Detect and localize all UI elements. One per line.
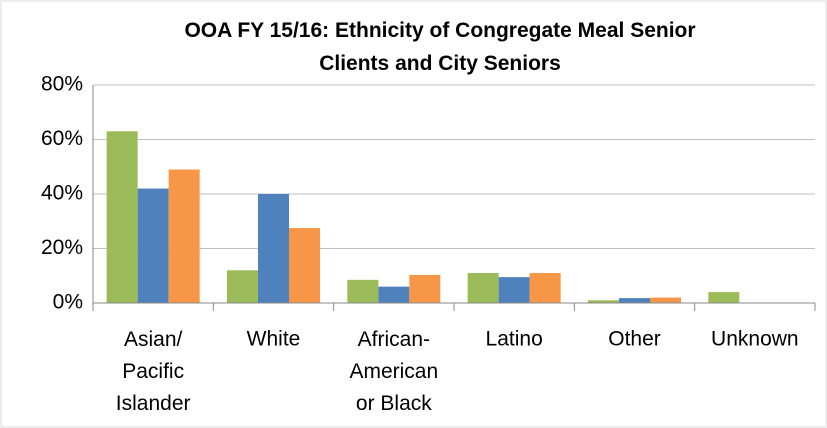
bar xyxy=(588,300,619,303)
bar xyxy=(467,273,499,303)
bar xyxy=(619,298,650,303)
bar xyxy=(378,286,410,303)
bar xyxy=(227,270,258,303)
bar xyxy=(289,228,320,303)
bar xyxy=(529,273,561,303)
bar xyxy=(708,292,740,303)
y-tick-label: 80% xyxy=(41,73,83,96)
bar xyxy=(168,169,200,303)
bar xyxy=(258,194,289,303)
bar xyxy=(498,277,530,303)
bar xyxy=(347,279,379,303)
x-tick-label: Latino xyxy=(486,328,543,351)
bar xyxy=(137,188,169,303)
y-tick-label: 20% xyxy=(41,236,83,259)
x-tick-label: Other xyxy=(608,328,661,351)
y-tick-label: 60% xyxy=(41,127,83,150)
bar xyxy=(106,131,138,303)
bar xyxy=(650,297,681,303)
y-tick-label: 0% xyxy=(53,291,83,314)
chart-title: OOA FY 15/16: Ethnicity of Congregate Me… xyxy=(184,19,695,75)
x-tick-label: Asian/Pacific Islander xyxy=(116,328,191,415)
x-tick-label: African-American or Black xyxy=(349,328,438,415)
y-tick-label: 40% xyxy=(41,182,83,205)
bar xyxy=(409,274,441,303)
x-tick-label: Unknown xyxy=(711,328,799,351)
x-tick-label: White xyxy=(247,328,301,351)
